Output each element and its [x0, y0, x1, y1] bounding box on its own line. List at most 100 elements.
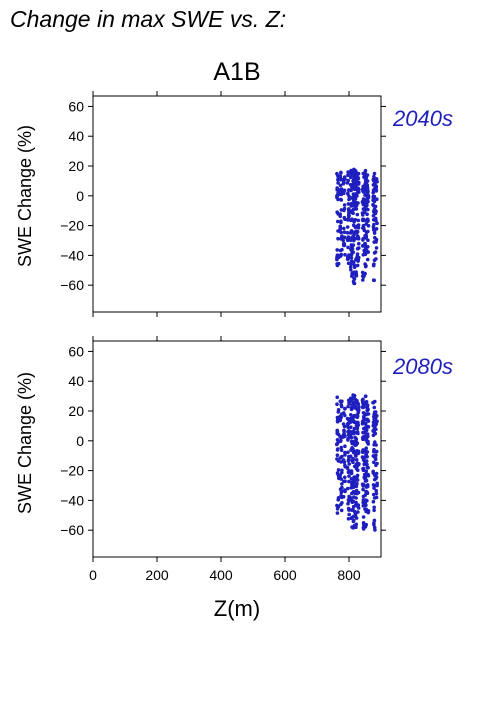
data-point	[335, 511, 340, 515]
data-point	[374, 257, 378, 261]
data-point	[342, 460, 347, 464]
data-point	[375, 197, 379, 201]
data-point	[361, 482, 365, 487]
data-point	[373, 204, 378, 209]
data-point	[351, 460, 355, 465]
data-point	[355, 464, 360, 468]
data-point	[357, 246, 361, 250]
plot-frame	[92, 340, 382, 558]
data-point	[356, 172, 361, 176]
data-point	[347, 474, 351, 478]
y-tick-label: 40	[68, 128, 84, 144]
data-point	[365, 219, 370, 223]
data-point	[346, 486, 350, 491]
data-point	[355, 229, 360, 234]
data-point	[371, 499, 376, 504]
data-point	[346, 438, 350, 442]
data-point	[373, 216, 378, 221]
data-point	[365, 183, 369, 188]
data-point	[356, 225, 361, 230]
data-point	[353, 217, 358, 222]
data-point	[347, 479, 351, 484]
data-point	[341, 435, 346, 439]
data-point	[339, 448, 344, 453]
data-point	[339, 477, 344, 481]
data-point	[345, 230, 350, 235]
data-point	[338, 224, 343, 229]
data-point	[363, 262, 367, 266]
data-point	[348, 238, 353, 242]
data-point	[348, 175, 353, 180]
data-point	[349, 188, 353, 193]
data-point	[339, 171, 343, 175]
y-tick-label: −60	[60, 277, 84, 293]
data-point	[366, 207, 370, 212]
data-point	[374, 227, 379, 231]
data-point	[343, 453, 347, 457]
data-point	[351, 499, 356, 504]
data-point	[361, 223, 366, 228]
data-point	[345, 422, 350, 426]
data-point	[348, 454, 353, 459]
data-point	[365, 450, 370, 454]
data-point	[342, 235, 347, 240]
axis-ticks: −60 −40 −20 0 20 40 60	[60, 91, 386, 317]
data-point	[373, 427, 378, 432]
panel-2040s: −60 −40 −20 0 20 40 60 2040s SWE Change (%)	[15, 91, 453, 317]
data-point	[374, 471, 379, 476]
data-point	[342, 428, 346, 433]
data-point	[364, 245, 369, 249]
data-point	[354, 496, 358, 500]
data-point	[338, 474, 342, 479]
data-point	[339, 502, 343, 507]
data-point	[356, 259, 360, 263]
data-point	[347, 499, 351, 503]
data-point	[340, 485, 344, 490]
data-point	[366, 510, 371, 515]
data-point	[338, 434, 342, 439]
data-point	[346, 235, 351, 239]
data-point	[372, 199, 377, 204]
data-point	[339, 402, 344, 407]
y-axis-label: SWE Change (%)	[15, 372, 35, 514]
data-point	[356, 218, 361, 223]
data-point	[362, 218, 367, 223]
data-point	[354, 525, 358, 529]
data-point	[335, 453, 340, 458]
data-point	[361, 487, 365, 492]
data-point	[364, 428, 369, 433]
data-point	[356, 449, 361, 454]
data-point	[351, 279, 356, 284]
data-point	[341, 422, 346, 426]
y-tick-label: 20	[68, 403, 84, 419]
data-point	[356, 201, 360, 205]
data-point	[348, 265, 353, 269]
data-point	[356, 223, 361, 227]
data-point	[342, 175, 347, 179]
data-point	[373, 208, 378, 213]
data-point	[353, 514, 358, 518]
data-point	[373, 440, 377, 444]
data-point	[373, 211, 378, 216]
data-point	[363, 271, 367, 276]
data-point	[361, 278, 365, 282]
data-point	[343, 252, 347, 257]
data-point	[356, 490, 361, 495]
data-point	[360, 274, 365, 278]
data-point	[365, 440, 370, 444]
data-point	[366, 195, 371, 200]
data-point	[363, 400, 367, 405]
data-point	[373, 431, 378, 436]
data-points	[335, 167, 379, 286]
data-point	[335, 263, 340, 268]
data-point	[356, 186, 360, 190]
data-point	[372, 194, 377, 199]
data-point	[351, 456, 355, 461]
data-point	[360, 419, 365, 424]
y-tick-label: 20	[68, 158, 84, 174]
data-point	[336, 468, 341, 472]
data-point	[338, 214, 343, 218]
data-point	[364, 503, 368, 508]
data-point	[346, 459, 351, 463]
